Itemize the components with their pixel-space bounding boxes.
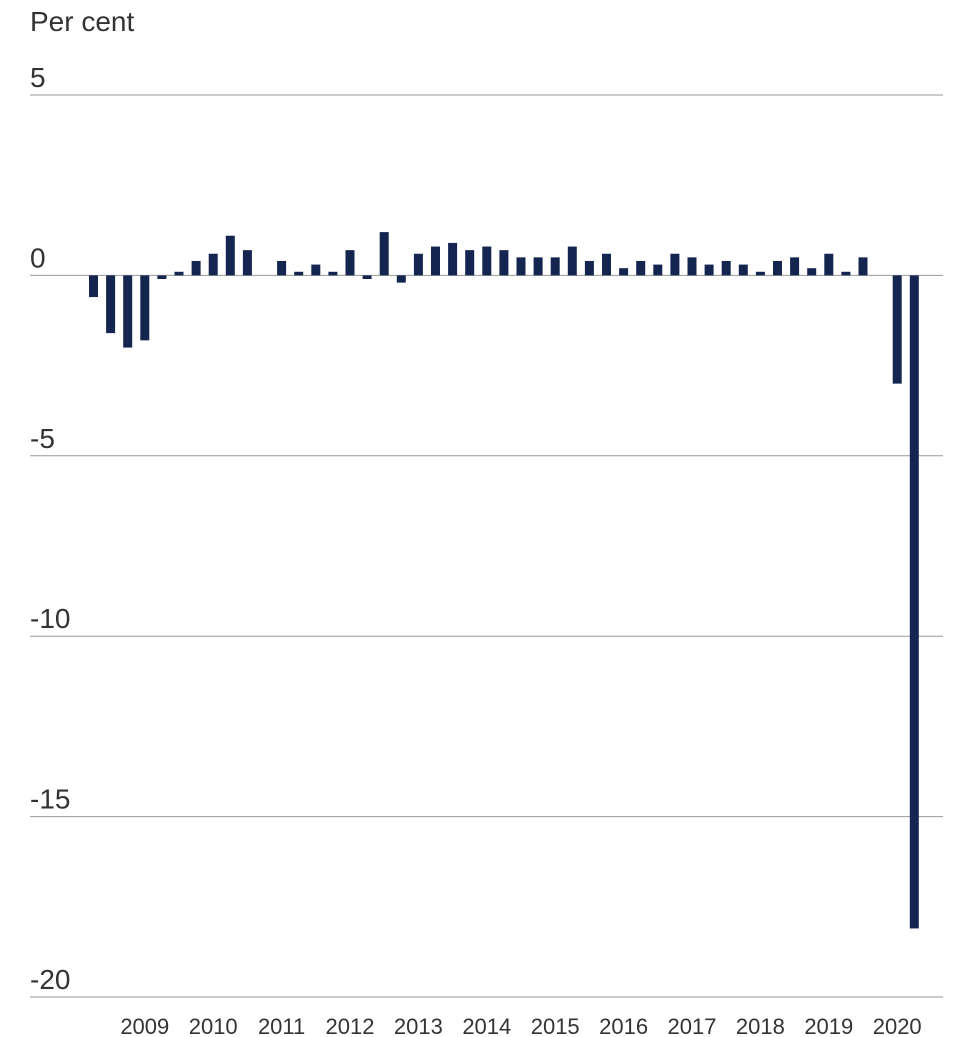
bar <box>584 260 594 276</box>
x-tick-label: 2010 <box>189 1014 238 1037</box>
bar <box>602 253 611 276</box>
bar <box>225 235 235 276</box>
bar <box>413 253 423 276</box>
bar <box>482 246 492 276</box>
bar <box>841 271 851 276</box>
bar <box>909 275 919 929</box>
bar <box>533 257 543 276</box>
bar <box>174 271 184 276</box>
x-tick-label: 2012 <box>326 1014 375 1037</box>
bar <box>242 250 252 276</box>
y-tick-label: -5 <box>30 423 55 454</box>
bar <box>499 250 509 276</box>
bar <box>653 264 663 276</box>
bar <box>345 250 355 276</box>
bar <box>824 253 834 276</box>
x-tick-label: 2013 <box>394 1014 443 1037</box>
bar <box>362 275 372 280</box>
bar <box>465 250 475 276</box>
bar <box>448 242 458 276</box>
bar <box>516 257 526 276</box>
bar <box>208 253 218 276</box>
x-tick-label: 2014 <box>462 1014 511 1037</box>
bar <box>738 264 748 276</box>
bar <box>636 260 646 276</box>
x-tick-label: 2011 <box>258 1014 305 1037</box>
bar <box>277 260 287 276</box>
bar <box>431 246 440 276</box>
y-tick-label: -20 <box>30 964 70 995</box>
x-tick-label: 2015 <box>531 1014 580 1037</box>
bar <box>157 275 167 280</box>
bar <box>790 257 800 276</box>
y-axis-unit-label: Per cent <box>30 6 135 37</box>
bar <box>106 275 116 334</box>
bar <box>550 257 560 276</box>
x-tick-label: 2016 <box>599 1014 648 1037</box>
bar <box>123 275 133 348</box>
x-tick-label: 2017 <box>668 1014 717 1037</box>
x-tick-label: 2018 <box>736 1014 785 1037</box>
bar <box>379 232 389 276</box>
bar <box>396 275 406 283</box>
x-tick-label: 2019 <box>804 1014 853 1037</box>
bar <box>89 275 98 298</box>
bar <box>704 264 714 276</box>
bar <box>755 271 765 276</box>
bar <box>687 257 697 276</box>
bar <box>807 268 817 276</box>
y-tick-label: -10 <box>30 603 70 634</box>
bar <box>892 275 902 384</box>
x-tick-label: 2009 <box>120 1014 169 1037</box>
bar <box>721 260 731 276</box>
bar <box>773 260 782 276</box>
bar <box>311 264 321 276</box>
bar <box>328 271 338 276</box>
bar <box>140 275 150 341</box>
bar <box>191 260 201 276</box>
bar <box>619 268 629 276</box>
y-tick-label: 5 <box>30 62 46 93</box>
x-tick-label: 2020 <box>873 1014 922 1037</box>
y-tick-label: 0 <box>30 242 46 273</box>
bar <box>670 253 680 276</box>
bar <box>567 246 577 276</box>
bar <box>858 257 868 276</box>
y-tick-label: -15 <box>30 784 70 815</box>
bar <box>294 271 304 276</box>
